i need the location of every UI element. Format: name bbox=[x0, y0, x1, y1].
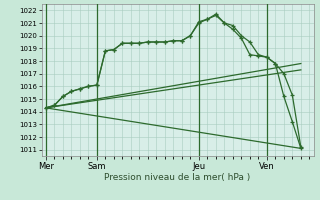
X-axis label: Pression niveau de la mer( hPa ): Pression niveau de la mer( hPa ) bbox=[104, 173, 251, 182]
